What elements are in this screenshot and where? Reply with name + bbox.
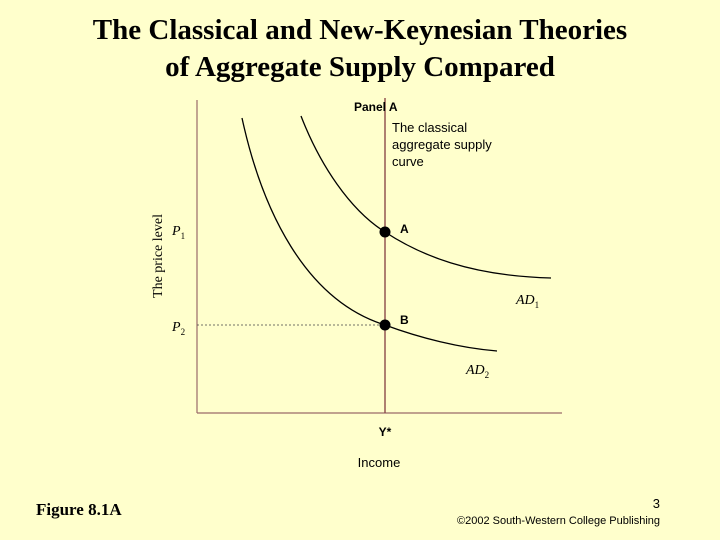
- p1-label: P1: [171, 224, 185, 241]
- figure-label: Figure 8.1A: [36, 500, 122, 519]
- x-axis-label: Income: [358, 455, 401, 470]
- as-curve-label-line-1: The classical: [392, 120, 467, 135]
- page-number: 3: [652, 496, 660, 511]
- ad2-curve: [241, 117, 498, 352]
- panel-label: Panel A: [354, 100, 398, 114]
- as-curve-label-line-3: curve: [392, 154, 424, 169]
- point-a: [379, 226, 391, 238]
- title-line-2: of Aggregate Supply Compared: [165, 51, 555, 83]
- p2-label: P2: [171, 320, 185, 337]
- point-b: [379, 319, 391, 331]
- point-a-label: A: [400, 222, 409, 236]
- copyright-notice: ©2002 South-Western College Publishing: [457, 515, 660, 527]
- title-line-1: The Classical and New-Keynesian Theories: [92, 14, 628, 46]
- as-curve-label-line-2: aggregate supply: [392, 137, 492, 152]
- ad2-label: AD2: [465, 363, 489, 380]
- y-axis-label: The price level: [151, 214, 166, 298]
- point-b-label: B: [400, 313, 409, 327]
- slide-title: The Classical and New-Keynesian Theories…: [0, 12, 720, 86]
- ad1-label: AD1: [515, 293, 539, 310]
- ystar-label: Y*: [379, 425, 392, 439]
